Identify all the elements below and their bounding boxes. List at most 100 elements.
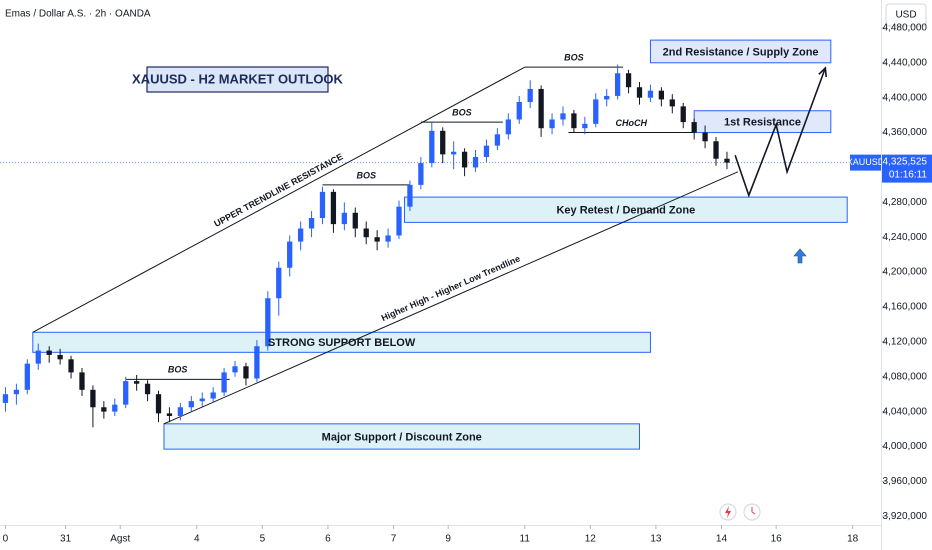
price-tag (882, 154, 932, 183)
candle-body (177, 407, 184, 416)
y-tick-label: 4,120,000 (883, 337, 928, 348)
plot-area (0, 39, 880, 450)
bottom-icons (719, 503, 761, 521)
symbol-tag (850, 154, 881, 171)
trendline (163, 171, 739, 425)
symbol-tag-label: XAUUSD (847, 157, 885, 167)
zone (32, 331, 651, 353)
candle-body (593, 99, 599, 124)
structure-label: BOS (356, 170, 376, 180)
y-tick-label: 4,160,000 (883, 302, 928, 313)
y-tick-label: 4,040,000 (883, 406, 928, 417)
x-tick-label: Agst (110, 534, 130, 545)
candle-body (418, 163, 424, 185)
candle-body (341, 212, 347, 225)
candle-body (702, 132, 708, 142)
candle-body (647, 90, 654, 98)
candle-body (472, 156, 479, 168)
zone-label: 2nd Resistance / Supply Zone (663, 46, 819, 58)
chart-title: XAUUSD - H2 MARKET OUTLOOK (132, 71, 344, 86)
candle-body (13, 389, 20, 395)
x-tick-label: 12 (585, 534, 597, 545)
zone-label: Major Support / Discount Zone (322, 431, 482, 443)
x-tick-label: 16 (771, 534, 783, 545)
candle-body (571, 113, 577, 129)
candle-body (549, 119, 555, 129)
structure-label: BOS (452, 107, 472, 117)
candle-body (636, 87, 643, 98)
event-icon-glyph (725, 506, 731, 518)
candle-body (615, 73, 621, 96)
zone-label: 1st Resistance (724, 117, 801, 129)
y-tick-label: 4,200,000 (883, 267, 928, 278)
currency-label: USD (895, 10, 916, 21)
candle-body (385, 235, 391, 242)
candle-body (407, 184, 413, 207)
candle-body (24, 363, 30, 390)
candle-body (57, 354, 63, 360)
candle-body (352, 212, 358, 229)
candle-body (396, 206, 402, 236)
x-tick-label: 6 (325, 534, 331, 545)
x-tick-label: 5 (260, 534, 266, 545)
y-tick-label: 4,000,000 (883, 441, 928, 452)
candle-body (199, 398, 205, 402)
candle-body (494, 134, 501, 146)
x-tick-label: 4 (194, 534, 200, 545)
candle-body (297, 228, 304, 242)
projection-path (734, 67, 827, 198)
candle-body (276, 267, 282, 299)
candle-body (516, 102, 522, 120)
x-tick-label: 11 (520, 534, 531, 545)
candle-body (123, 381, 129, 405)
zone (163, 423, 641, 450)
x-tick-label: 0 (3, 534, 9, 545)
currency-box[interactable] (885, 3, 927, 27)
x-tick-label: 7 (391, 534, 397, 545)
candle-body (254, 346, 260, 379)
zone-label: Key Retest / Demand Zone (556, 205, 695, 217)
candle-body (308, 218, 315, 229)
y-tick-label: 4,440,000 (883, 57, 928, 68)
zone (649, 39, 832, 64)
candle-body (243, 366, 249, 379)
candle-body (582, 123, 588, 129)
x-tick-label: 31 (60, 534, 72, 545)
structure-label: CHoCH (616, 118, 648, 128)
price-tag-label: 4,325,525 (883, 156, 928, 167)
structure-label: BOS (168, 365, 188, 375)
symbol-header: Emas / Dollar A.S. · 2h · OANDA (5, 9, 151, 20)
y-tick-label: 3,920,000 (883, 511, 928, 522)
candle-body (144, 383, 151, 395)
candle-body (330, 191, 337, 225)
candle-body (134, 381, 140, 384)
candle-body (680, 106, 686, 123)
candle-body (90, 389, 96, 408)
candle-body (210, 392, 216, 399)
candle-body (155, 394, 162, 414)
candle-body (287, 241, 293, 268)
candle-body (101, 407, 107, 412)
candle-body (440, 130, 446, 155)
candle-body (265, 298, 271, 347)
x-tick-label: 9 (445, 534, 451, 545)
candle-body (374, 237, 380, 242)
y-tick-label: 4,360,000 (883, 127, 928, 138)
candle-body (363, 228, 369, 238)
candle-body (538, 88, 544, 129)
y-tick-label: 4,480,000 (883, 23, 928, 34)
candle-body (461, 151, 468, 168)
candle-body (232, 366, 238, 373)
up-arrow-icon (793, 248, 807, 264)
candle-body (451, 151, 457, 155)
candle-body (46, 350, 52, 355)
candle-body (319, 191, 326, 219)
y-tick-label: 3,960,000 (883, 476, 928, 487)
candle-body (2, 394, 9, 403)
x-tick-label: 18 (847, 534, 859, 545)
candle-body (691, 122, 697, 133)
candle-body (429, 130, 435, 164)
candle-body (560, 113, 566, 120)
candle-body (724, 158, 730, 163)
